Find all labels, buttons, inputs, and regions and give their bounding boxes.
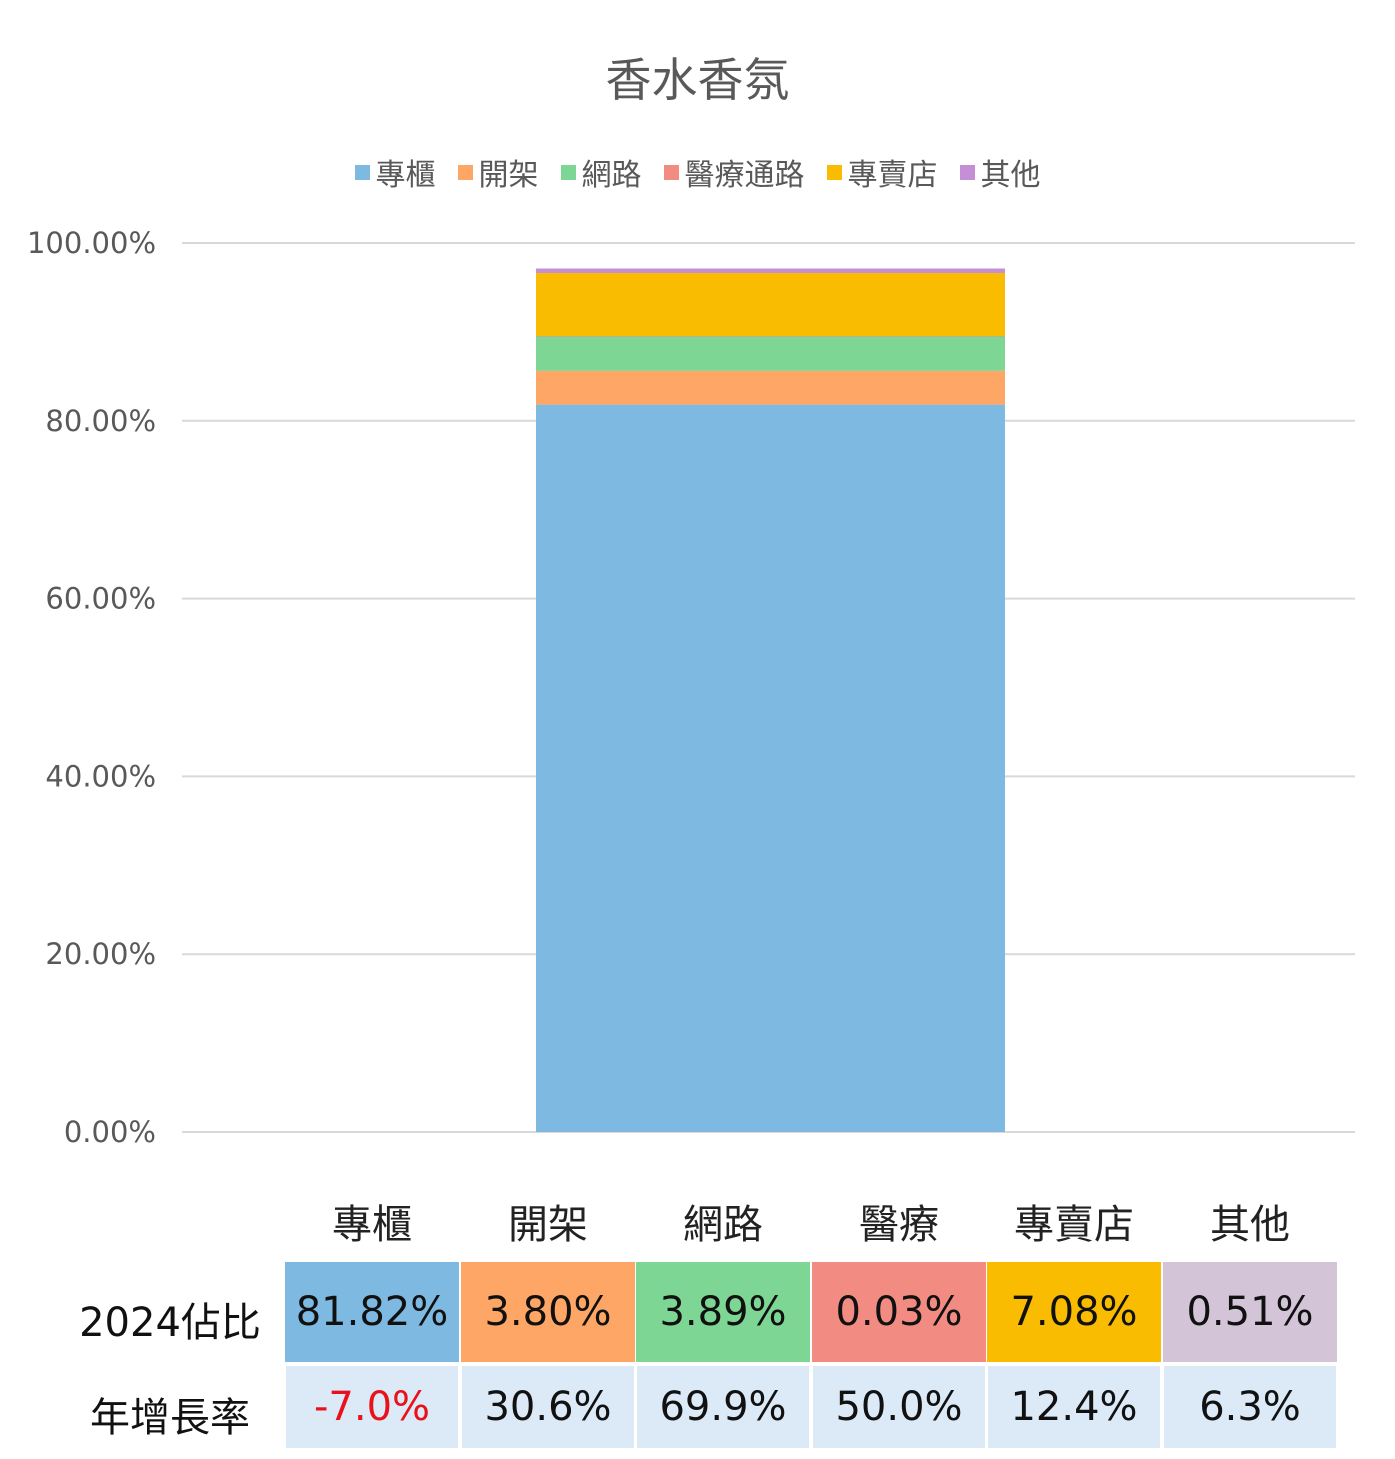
y-tick-label: 80.00% bbox=[45, 404, 156, 438]
legend-item: 其他 bbox=[959, 150, 1041, 194]
legend-label: 網路 bbox=[581, 158, 642, 193]
legend-label: 專賣店 bbox=[847, 158, 938, 193]
row-label-share: 2024佔比 bbox=[79, 1300, 261, 1346]
column-header: 其他 bbox=[1210, 1202, 1290, 1248]
growth-cell: -7.0% bbox=[286, 1366, 458, 1448]
column-header: 網路 bbox=[683, 1202, 763, 1248]
share-cell: 0.03% bbox=[812, 1262, 986, 1362]
share-cell: 81.82% bbox=[285, 1262, 459, 1362]
chart-title: 香水香氛 bbox=[605, 53, 790, 107]
y-tick-label: 100.00% bbox=[27, 226, 156, 260]
legend-item: 醫療通路 bbox=[663, 150, 805, 194]
chart-plot: 0.00% 20.00% 40.00% 60.00% 80.00% 100.00% bbox=[27, 226, 1355, 1149]
legend-swatch bbox=[457, 164, 473, 180]
legend-swatch bbox=[560, 164, 576, 180]
legend-label: 醫療通路 bbox=[684, 158, 805, 193]
growth-cell: 30.6% bbox=[462, 1366, 634, 1448]
legend-swatch bbox=[663, 164, 679, 180]
chart-legend: 專櫃 開架 網路 醫療通路 專賣店 其他 bbox=[0, 150, 1395, 194]
share-cell: 3.89% bbox=[636, 1262, 810, 1362]
y-tick-label: 0.00% bbox=[64, 1115, 156, 1149]
legend-swatch bbox=[959, 164, 975, 180]
y-tick-label: 60.00% bbox=[45, 582, 156, 616]
column-header: 醫療 bbox=[859, 1202, 939, 1248]
bar-segment bbox=[536, 335, 1005, 337]
legend-swatch bbox=[354, 164, 370, 180]
y-tick-label: 20.00% bbox=[45, 937, 156, 971]
growth-cell: 6.3% bbox=[1164, 1366, 1336, 1448]
bar-segment bbox=[536, 336, 1005, 371]
column-header: 專櫃 bbox=[332, 1202, 412, 1248]
legend-swatch bbox=[826, 164, 842, 180]
legend-label: 其他 bbox=[980, 158, 1041, 193]
growth-cell: 12.4% bbox=[988, 1366, 1160, 1448]
column-header: 專賣店 bbox=[1014, 1202, 1134, 1248]
bar-segment bbox=[536, 370, 1005, 405]
share-cell: 0.51% bbox=[1163, 1262, 1337, 1362]
legend-item: 專賣店 bbox=[826, 150, 938, 194]
column-header: 開架 bbox=[508, 1202, 588, 1248]
bar-segment bbox=[536, 404, 1005, 1132]
growth-cell: 50.0% bbox=[813, 1366, 985, 1448]
bar-segment bbox=[536, 273, 1005, 336]
legend-label: 專櫃 bbox=[375, 158, 436, 193]
growth-cell: 69.9% bbox=[637, 1366, 809, 1448]
legend-item: 專櫃 bbox=[354, 150, 436, 194]
bar-segment bbox=[536, 268, 1005, 274]
row-label-growth: 年增長率 bbox=[90, 1395, 250, 1441]
legend-label: 開架 bbox=[478, 158, 539, 193]
share-cell: 3.80% bbox=[461, 1262, 635, 1362]
legend-item: 網路 bbox=[560, 150, 642, 194]
share-cell: 7.08% bbox=[987, 1262, 1161, 1362]
y-tick-label: 40.00% bbox=[45, 759, 156, 793]
legend-item: 開架 bbox=[457, 150, 539, 194]
